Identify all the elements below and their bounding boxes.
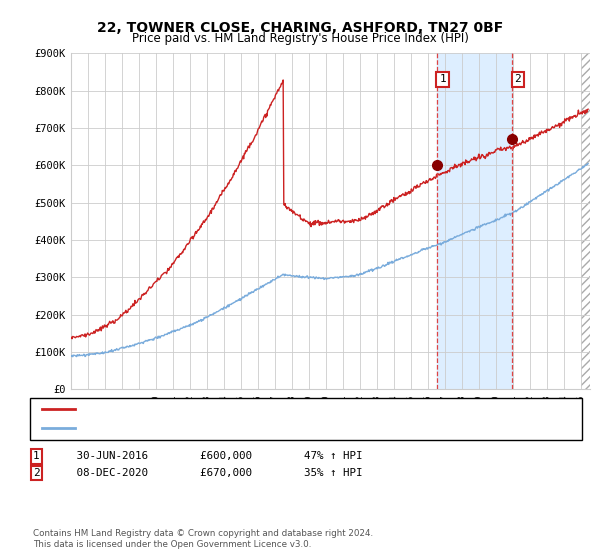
Bar [437, 53, 512, 389]
Text: HPI: Average price, detached house, Ashford: HPI: Average price, detached house, Ashf… [81, 423, 339, 433]
Text: 08-DEC-2020        £670,000        35% ↑ HPI: 08-DEC-2020 £670,000 35% ↑ HPI [57, 468, 362, 478]
Text: Contains HM Land Registry data © Crown copyright and database right 2024.
This d: Contains HM Land Registry data © Crown c… [33, 529, 373, 549]
Text: 2: 2 [514, 74, 521, 85]
Text: 30-JUN-2016        £600,000        47% ↑ HPI: 30-JUN-2016 £600,000 47% ↑ HPI [57, 451, 362, 461]
Text: 2: 2 [33, 468, 40, 478]
Text: 1: 1 [439, 74, 446, 85]
Bar [581, 53, 590, 389]
Text: Price paid vs. HM Land Registry's House Price Index (HPI): Price paid vs. HM Land Registry's House … [131, 32, 469, 45]
Text: 1: 1 [33, 451, 40, 461]
Text: 22, TOWNER CLOSE, CHARING, ASHFORD, TN27 0BF (detached house): 22, TOWNER CLOSE, CHARING, ASHFORD, TN27… [81, 404, 447, 414]
Text: 22, TOWNER CLOSE, CHARING, ASHFORD, TN27 0BF: 22, TOWNER CLOSE, CHARING, ASHFORD, TN27… [97, 21, 503, 35]
